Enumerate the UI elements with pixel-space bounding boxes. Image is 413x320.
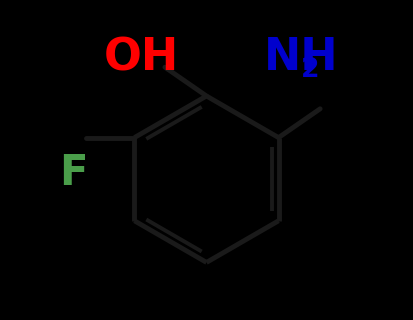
Text: 2: 2 [301, 57, 320, 84]
Text: F: F [59, 152, 88, 194]
Text: OH: OH [103, 36, 178, 79]
Text: NH: NH [264, 36, 339, 79]
